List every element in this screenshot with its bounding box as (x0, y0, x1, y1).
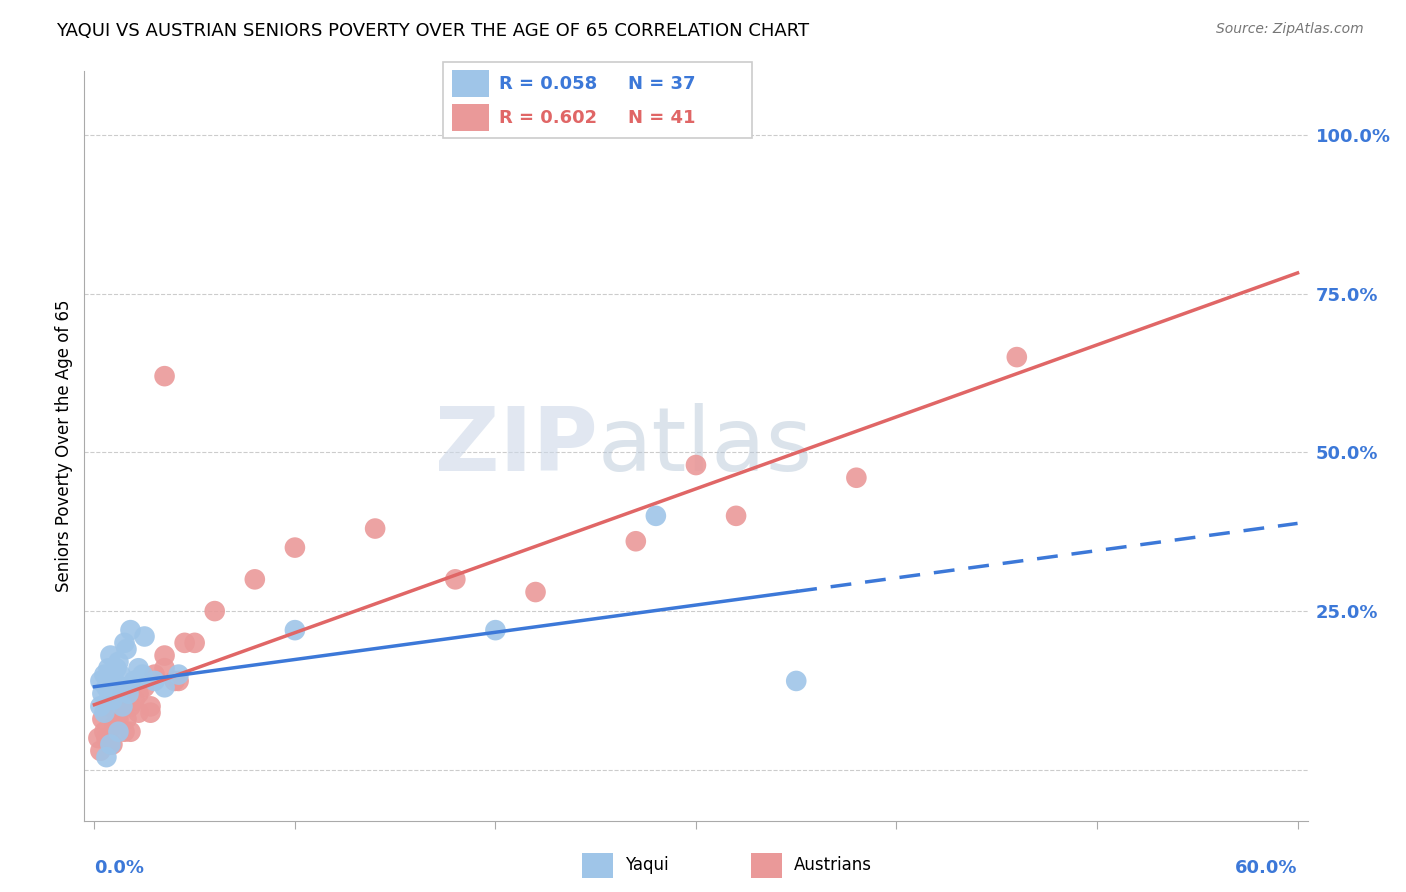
Point (101, 687, 124, 701)
Point (93, 724, 115, 739)
FancyBboxPatch shape (453, 70, 489, 96)
Point (100, 738, 122, 752)
Point (444, 572, 467, 586)
Point (96, 681, 118, 695)
Point (100, 738, 122, 752)
Point (644, 508, 666, 523)
Point (93, 667, 115, 681)
Point (107, 712, 129, 726)
Point (243, 572, 266, 586)
Point (97, 693, 120, 707)
Point (725, 508, 748, 523)
Point (131, 667, 153, 681)
Point (103, 673, 125, 688)
Point (87, 731, 110, 745)
Point (114, 636, 136, 650)
FancyBboxPatch shape (582, 853, 613, 878)
Point (284, 541, 307, 555)
Point (91, 687, 114, 701)
Point (111, 687, 134, 701)
Point (97, 661, 120, 675)
Point (97, 699, 120, 714)
Point (364, 522, 387, 536)
Point (128, 706, 150, 720)
Point (143, 667, 166, 681)
Point (89, 673, 111, 688)
Text: R = 0.058: R = 0.058 (499, 75, 596, 93)
Point (685, 458, 707, 472)
Point (96, 731, 118, 745)
Text: ZIP: ZIP (436, 402, 598, 490)
Point (284, 623, 307, 637)
Point (101, 693, 124, 707)
Point (204, 604, 226, 618)
Text: 60.0%: 60.0% (1234, 859, 1298, 877)
Point (139, 706, 162, 720)
Text: Austrians: Austrians (794, 856, 872, 874)
Point (93, 706, 115, 720)
Point (183, 636, 205, 650)
Point (153, 369, 176, 384)
FancyBboxPatch shape (751, 853, 782, 878)
Point (153, 681, 176, 695)
Point (111, 681, 134, 695)
Point (105, 661, 128, 675)
Point (845, 471, 868, 485)
Point (167, 673, 190, 688)
Point (89, 744, 111, 758)
Point (101, 738, 124, 752)
Point (524, 585, 547, 599)
Point (96, 750, 118, 764)
Text: atlas: atlas (598, 402, 813, 490)
Y-axis label: Seniors Poverty Over the Age of 65: Seniors Poverty Over the Age of 65 (55, 300, 73, 592)
Point (128, 661, 150, 675)
Point (153, 648, 176, 663)
Point (105, 681, 128, 695)
Point (103, 718, 125, 732)
Point (117, 687, 139, 701)
Point (173, 636, 195, 650)
Point (115, 642, 138, 657)
Text: Yaqui: Yaqui (624, 856, 668, 874)
Point (139, 699, 162, 714)
Point (115, 712, 138, 726)
Point (624, 534, 647, 549)
Point (484, 623, 506, 637)
Point (153, 661, 176, 675)
Point (91, 712, 114, 726)
Point (124, 673, 146, 688)
Point (128, 687, 150, 701)
Point (120, 724, 142, 739)
Point (107, 655, 129, 669)
Point (120, 623, 142, 637)
Point (785, 673, 807, 688)
Text: R = 0.602: R = 0.602 (499, 109, 596, 127)
Point (167, 667, 190, 681)
Point (124, 693, 146, 707)
Text: N = 41: N = 41 (628, 109, 696, 127)
Point (100, 648, 122, 663)
Text: 0.0%: 0.0% (94, 859, 145, 877)
Point (134, 630, 156, 644)
Point (124, 673, 146, 688)
Text: N = 37: N = 37 (628, 75, 696, 93)
Text: YAQUI VS AUSTRIAN SENIORS POVERTY OVER THE AGE OF 65 CORRELATION CHART: YAQUI VS AUSTRIAN SENIORS POVERTY OVER T… (56, 22, 810, 40)
Point (1005, 350, 1028, 364)
Text: Source: ZipAtlas.com: Source: ZipAtlas.com (1216, 22, 1364, 37)
Point (114, 724, 136, 739)
Point (110, 667, 132, 681)
Point (107, 724, 129, 739)
Point (134, 681, 156, 695)
Point (107, 706, 129, 720)
FancyBboxPatch shape (443, 62, 752, 138)
Point (89, 699, 111, 714)
Point (163, 673, 186, 688)
Point (120, 699, 142, 714)
FancyBboxPatch shape (453, 104, 489, 130)
Point (111, 699, 134, 714)
Point (143, 673, 166, 688)
